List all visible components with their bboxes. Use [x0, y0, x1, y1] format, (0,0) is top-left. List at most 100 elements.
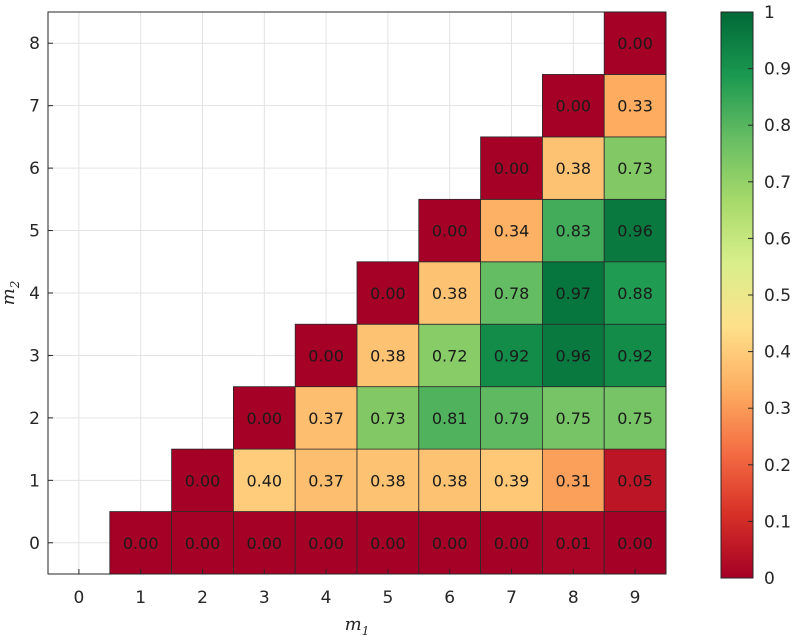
heatmap-cell: 0.92 — [603, 323, 667, 388]
heatmap-cell: 0.00 — [418, 511, 481, 575]
heatmap-cell-label: 0.00 — [494, 534, 530, 553]
heatmap-cell-rect — [109, 511, 173, 575]
heatmap-cell-rect — [542, 198, 605, 263]
heatmap-cell: 0.00 — [232, 511, 296, 575]
heatmap-cell-label: 0.00 — [432, 534, 468, 553]
heatmap-cell: 0.05 — [603, 448, 667, 512]
heatmap-cell-label: 0.00 — [308, 346, 344, 365]
heatmap-cell-label: 0.79 — [494, 409, 530, 428]
heatmap-cell: 0.38 — [542, 136, 605, 200]
heatmap-cell: 0.96 — [542, 323, 605, 388]
heatmap-cell-label: 0.00 — [370, 284, 406, 303]
heatmap-cell-rect — [542, 511, 605, 575]
x-tick-label: 8 — [568, 588, 579, 608]
heatmap-cell: 0.00 — [356, 511, 420, 575]
colorbar — [720, 11, 754, 579]
heatmap-cell: 0.73 — [356, 386, 420, 450]
heatmap-cell-label: 0.38 — [370, 471, 406, 490]
heatmap-cell-rect — [603, 511, 667, 575]
heatmap-cell: 0.00 — [480, 511, 543, 575]
heatmap-cell-rect — [294, 448, 358, 512]
heatmap-cell-label: 0.31 — [555, 471, 591, 490]
heatmap-cell-label: 0.00 — [185, 471, 221, 490]
heatmap-cell: 0.38 — [418, 448, 481, 512]
x-axis-label: m1 — [345, 614, 370, 636]
colorbar-ticks: 0 0.1 0.2 0.3 0.4 0.5 0.6 0.7 0.8 0.9 1 — [748, 3, 791, 589]
heatmap-cell-label: 0.33 — [617, 97, 653, 116]
heatmap-cell: 0.31 — [542, 448, 605, 512]
colorbar-tick-label: 0 — [764, 569, 775, 589]
heatmap-cell: 0.37 — [294, 448, 358, 512]
heatmap-cell-label: 0.97 — [555, 284, 591, 303]
heatmap-cell-label: 0.75 — [617, 409, 653, 428]
heatmap-cell: 0.73 — [603, 136, 667, 200]
colorbar-tick-label: 0.8 — [764, 116, 791, 136]
heatmap-cell-rect — [480, 448, 543, 512]
heatmap-cell: 0.00 — [480, 136, 543, 200]
y-tick-label: 6 — [29, 159, 40, 179]
heatmap-cell-rect — [603, 198, 667, 263]
heatmap-cell-rect — [232, 448, 296, 512]
heatmap-cell: 0.81 — [418, 386, 481, 450]
heatmap-cell-label: 0.00 — [617, 34, 653, 53]
heatmap-cell-label: 0.75 — [555, 409, 591, 428]
heatmap-cell-rect — [418, 261, 481, 325]
heatmap-cell-label: 0.00 — [246, 534, 282, 553]
x-tick-label: 2 — [197, 588, 208, 608]
heatmap-cell-rect — [418, 386, 481, 450]
colorbar-tick-label: 0.6 — [764, 229, 791, 249]
heatmap-cell-label: 0.40 — [246, 471, 282, 490]
x-tick-label: 4 — [321, 588, 332, 608]
heatmap-cell-label: 0.78 — [494, 284, 530, 303]
heatmap-cell-rect — [356, 261, 420, 325]
heatmap-cell-label: 0.34 — [494, 222, 530, 241]
colorbar-tick-label: 0.9 — [764, 60, 791, 80]
heatmap-cell: 0.00 — [232, 386, 296, 450]
y-tick-label: 1 — [29, 471, 40, 491]
heatmap-cell-rect — [603, 448, 667, 512]
y-axis-ticks: 0 1 2 3 4 5 6 7 8 — [29, 34, 53, 554]
heatmap-cell-label: 0.38 — [432, 471, 468, 490]
heatmap-cell-label: 0.00 — [370, 534, 406, 553]
heatmap-cell-label: 0.05 — [617, 471, 653, 490]
heatmap-cell-rect — [480, 511, 543, 575]
heatmap-cell-rect — [603, 261, 667, 325]
heatmap-cell-rect — [232, 386, 296, 450]
heatmap-cell-rect — [418, 511, 481, 575]
colorbar-tick-label: 0.2 — [764, 456, 791, 476]
colorbar-tick-label: 0.4 — [764, 343, 791, 363]
heatmap-cell: 0.01 — [542, 511, 605, 575]
heatmap-cell: 0.40 — [232, 448, 296, 512]
heatmap-cell-label: 0.83 — [555, 222, 591, 241]
heatmap-cell-rect — [232, 511, 296, 575]
heatmap-cell: 0.00 — [294, 323, 358, 388]
x-tick-label: 7 — [506, 588, 517, 608]
y-tick-label: 7 — [29, 97, 40, 117]
colorbar-tick-label: 0.5 — [764, 286, 791, 306]
heatmap-cell-label: 0.96 — [617, 222, 653, 241]
heatmap-cell-label: 0.39 — [494, 471, 530, 490]
heatmap-cell-label: 0.96 — [555, 346, 591, 365]
y-axis-label: m2 — [0, 281, 22, 306]
heatmap-cell-label: 0.00 — [123, 534, 159, 553]
heatmap-cell-label: 0.92 — [494, 346, 530, 365]
heatmap-cell: 0.00 — [171, 448, 234, 512]
heatmap-cell-label: 0.00 — [555, 97, 591, 116]
heatmap-cell: 0.97 — [542, 261, 605, 325]
heatmap-cell-label: 0.73 — [370, 409, 406, 428]
heatmap-cell: 0.00 — [603, 511, 667, 575]
heatmap-cell: 0.75 — [542, 386, 605, 450]
heatmap-cell-rect — [542, 386, 605, 450]
colorbar-tick-label: 1 — [764, 3, 775, 23]
heatmap-cell: 0.33 — [603, 74, 667, 138]
heatmap-cell-rect — [294, 386, 358, 450]
heatmap-cell-label: 0.00 — [617, 534, 653, 553]
x-tick-label: 6 — [444, 588, 455, 608]
heatmap-cell-rect — [603, 323, 667, 388]
heatmap-cell: 0.00 — [356, 261, 420, 325]
heatmap-cell-rect — [480, 198, 543, 263]
heatmap-cell-label: 0.01 — [555, 534, 591, 553]
heatmap-cell-label: 0.37 — [308, 471, 344, 490]
